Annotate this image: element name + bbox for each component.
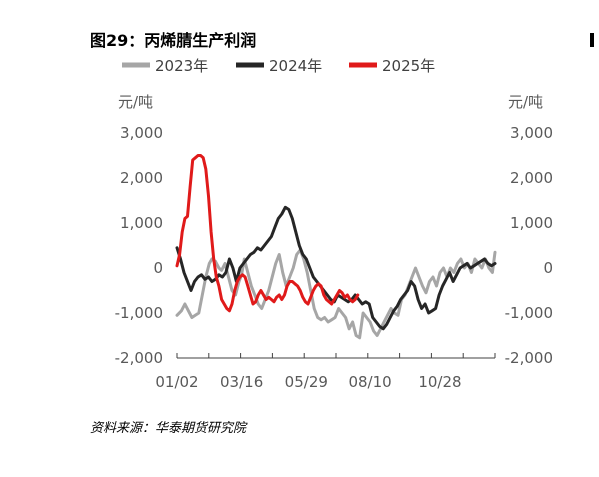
y-tick-left-4: -1,000 [115,304,163,322]
source-note: 资料来源：华泰期货研究院 [90,420,248,436]
series-line-2 [175,154,360,313]
y-axis-unit-right: 元/吨 [508,93,543,111]
legend: 2023年 2024年 2025年 [122,57,435,75]
x-tick-label-2: 05/29 [285,373,328,391]
y-tick-left-3: 0 [153,259,163,277]
x-tick-label-0: 01/02 [155,373,198,391]
plot-area [175,154,497,340]
x-tick-label-1: 03/16 [220,373,263,391]
y-tick-left-2: 1,000 [120,214,163,232]
series-line-0 [175,248,497,340]
y-ticks-left: 3,000 2,000 1,000 0 -1,000 -2,000 [115,124,163,367]
y-tick-left-5: -2,000 [115,349,163,367]
legend-label-2: 2025年 [382,57,435,75]
y-tick-right-0: 3,000 [510,124,553,142]
x-axis: 01/02 03/16 05/29 08/10 10/28 [155,353,496,391]
legend-label-0: 2023年 [155,57,208,75]
y-axis-unit-left: 元/吨 [118,93,153,111]
y-tick-right-2: 1,000 [510,214,553,232]
y-tick-right-1: 2,000 [510,169,553,187]
y-tick-right-3: 0 [543,259,553,277]
y-ticks-right: 3,000 2,000 1,000 0 -1,000 -2,000 [505,124,553,367]
y-tick-left-1: 2,000 [120,169,163,187]
x-tick-label-4: 10/28 [418,373,461,391]
y-tick-right-5: -2,000 [505,349,553,367]
legend-label-1: 2024年 [269,57,322,75]
x-tick-label-3: 08/10 [348,373,391,391]
y-tick-right-4: -1,000 [505,304,553,322]
next-figure-edge [590,33,594,47]
chart-title: 图29：丙烯腈生产利润 [90,31,256,50]
y-tick-left-0: 3,000 [120,124,163,142]
